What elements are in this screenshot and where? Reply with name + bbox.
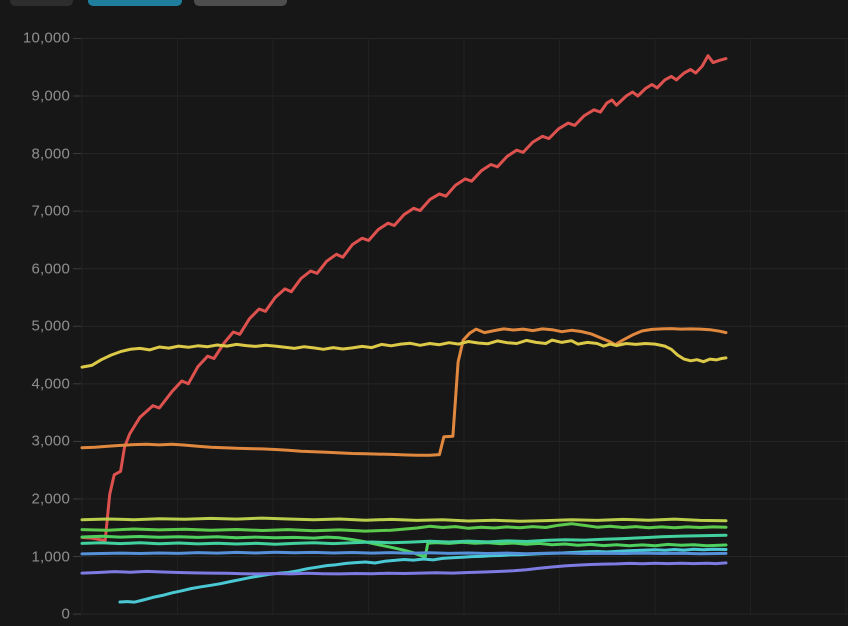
series-yellow-flat — [80, 338, 728, 369]
y-axis-label: 8,000 — [31, 145, 70, 163]
y-axis-label: 1,000 — [31, 548, 70, 566]
y-axis-label: 0 — [61, 605, 70, 623]
y-axis-label: 6,000 — [31, 260, 70, 278]
y-axis-label: 9,000 — [31, 87, 70, 105]
top-tab-bar — [0, 0, 848, 8]
series-teal-flat — [80, 533, 728, 546]
series-blue-flat — [80, 550, 728, 556]
series-lime-flat — [80, 516, 728, 523]
y-axis-label: 4,000 — [31, 375, 70, 393]
tab-button-3[interactable] — [194, 0, 287, 6]
gridlines — [73, 37, 848, 616]
series-red-rising — [80, 54, 728, 542]
series-purple-flat — [80, 561, 728, 576]
y-axis-label: 3,000 — [31, 432, 70, 450]
series-cyan-rising — [118, 547, 728, 604]
series-orange-step — [80, 327, 728, 457]
series-green-b-dip — [80, 534, 728, 558]
y-axis-label: 5,000 — [31, 317, 70, 335]
tab-button-1[interactable] — [10, 0, 73, 6]
y-axis-label: 7,000 — [31, 202, 70, 220]
y-axis-label: 10,000 — [22, 29, 70, 47]
series-green-a — [80, 522, 728, 533]
y-axis-label: 2,000 — [31, 490, 70, 508]
tab-button-2-active[interactable] — [88, 0, 182, 6]
